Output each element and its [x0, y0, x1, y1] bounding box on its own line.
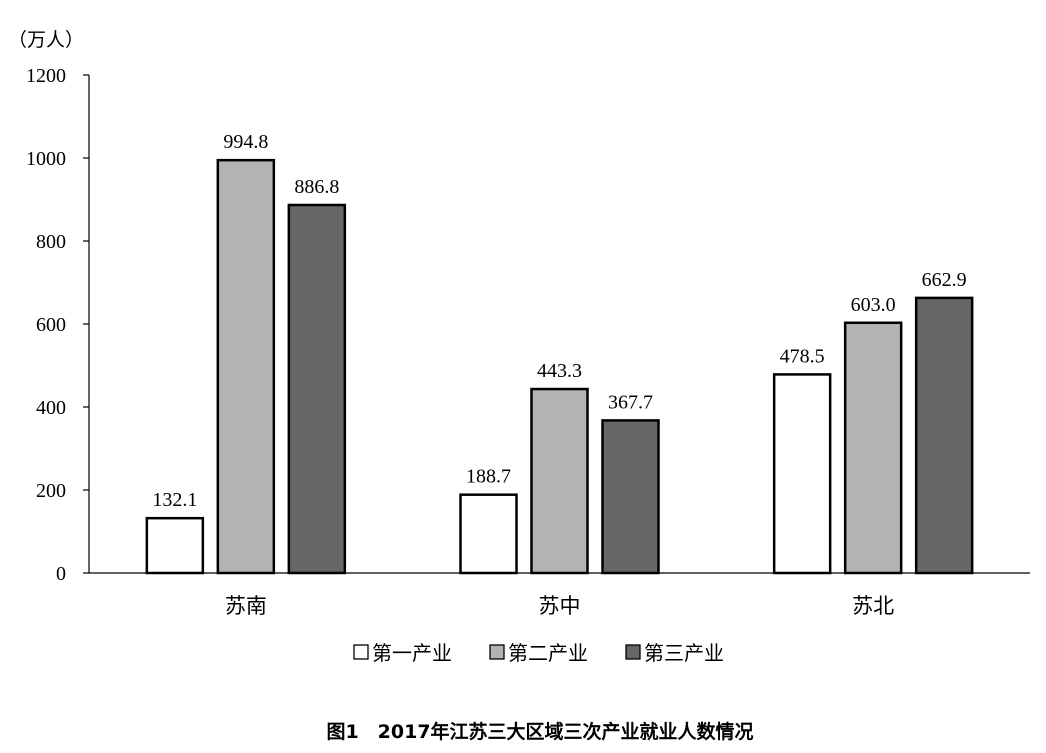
y-tick-label: 0 — [56, 563, 66, 585]
x-category-label: 苏中 — [539, 594, 581, 618]
bar — [145, 516, 205, 575]
legend-label: 第三产业 — [644, 641, 724, 665]
data-label: 886.8 — [294, 176, 339, 198]
x-category-label: 苏北 — [852, 594, 894, 618]
data-label: 132.1 — [152, 489, 197, 511]
x-category-label: 苏南 — [225, 594, 267, 618]
figure-caption: 图1 2017年江苏三大区域三次产业就业人数情况 — [326, 720, 753, 743]
y-tick-label: 400 — [36, 397, 66, 419]
bar — [843, 321, 903, 575]
bar — [459, 493, 518, 575]
legend-swatch — [489, 644, 505, 660]
x-axis: 苏南 苏中 苏北 — [89, 572, 1030, 618]
data-label: 367.7 — [608, 391, 653, 413]
data-label: 603.0 — [851, 294, 896, 316]
legend-swatch — [353, 644, 369, 660]
legend-label: 第一产业 — [372, 641, 452, 665]
y-axis: 0 200 400 600 800 1000 1200 — [26, 65, 90, 585]
bar — [530, 387, 589, 575]
data-label: 188.7 — [466, 466, 511, 488]
data-label: 662.9 — [922, 269, 967, 291]
data-labels: 132.1 994.8 886.8 188.7 443.3 367.7 478.5 603.0… — [152, 131, 966, 511]
y-unit-label: （万人） — [8, 29, 84, 51]
bar — [287, 203, 347, 575]
legend-swatch — [625, 644, 641, 660]
bars — [145, 158, 974, 575]
y-tick-label: 800 — [36, 231, 66, 253]
y-tick-label: 600 — [36, 314, 66, 336]
y-tick-label: 1200 — [26, 65, 66, 87]
y-tick-label: 200 — [36, 480, 66, 502]
y-tick-label: 1000 — [26, 148, 66, 170]
data-label: 994.8 — [223, 131, 268, 153]
legend: 第一产业 第二产业 第三产业 — [353, 641, 724, 665]
data-label: 478.5 — [780, 345, 825, 367]
legend-label: 第二产业 — [508, 641, 588, 665]
bar — [601, 419, 660, 575]
bar — [914, 296, 974, 575]
bar — [772, 373, 832, 575]
bar — [216, 158, 276, 575]
data-label: 443.3 — [537, 360, 582, 382]
